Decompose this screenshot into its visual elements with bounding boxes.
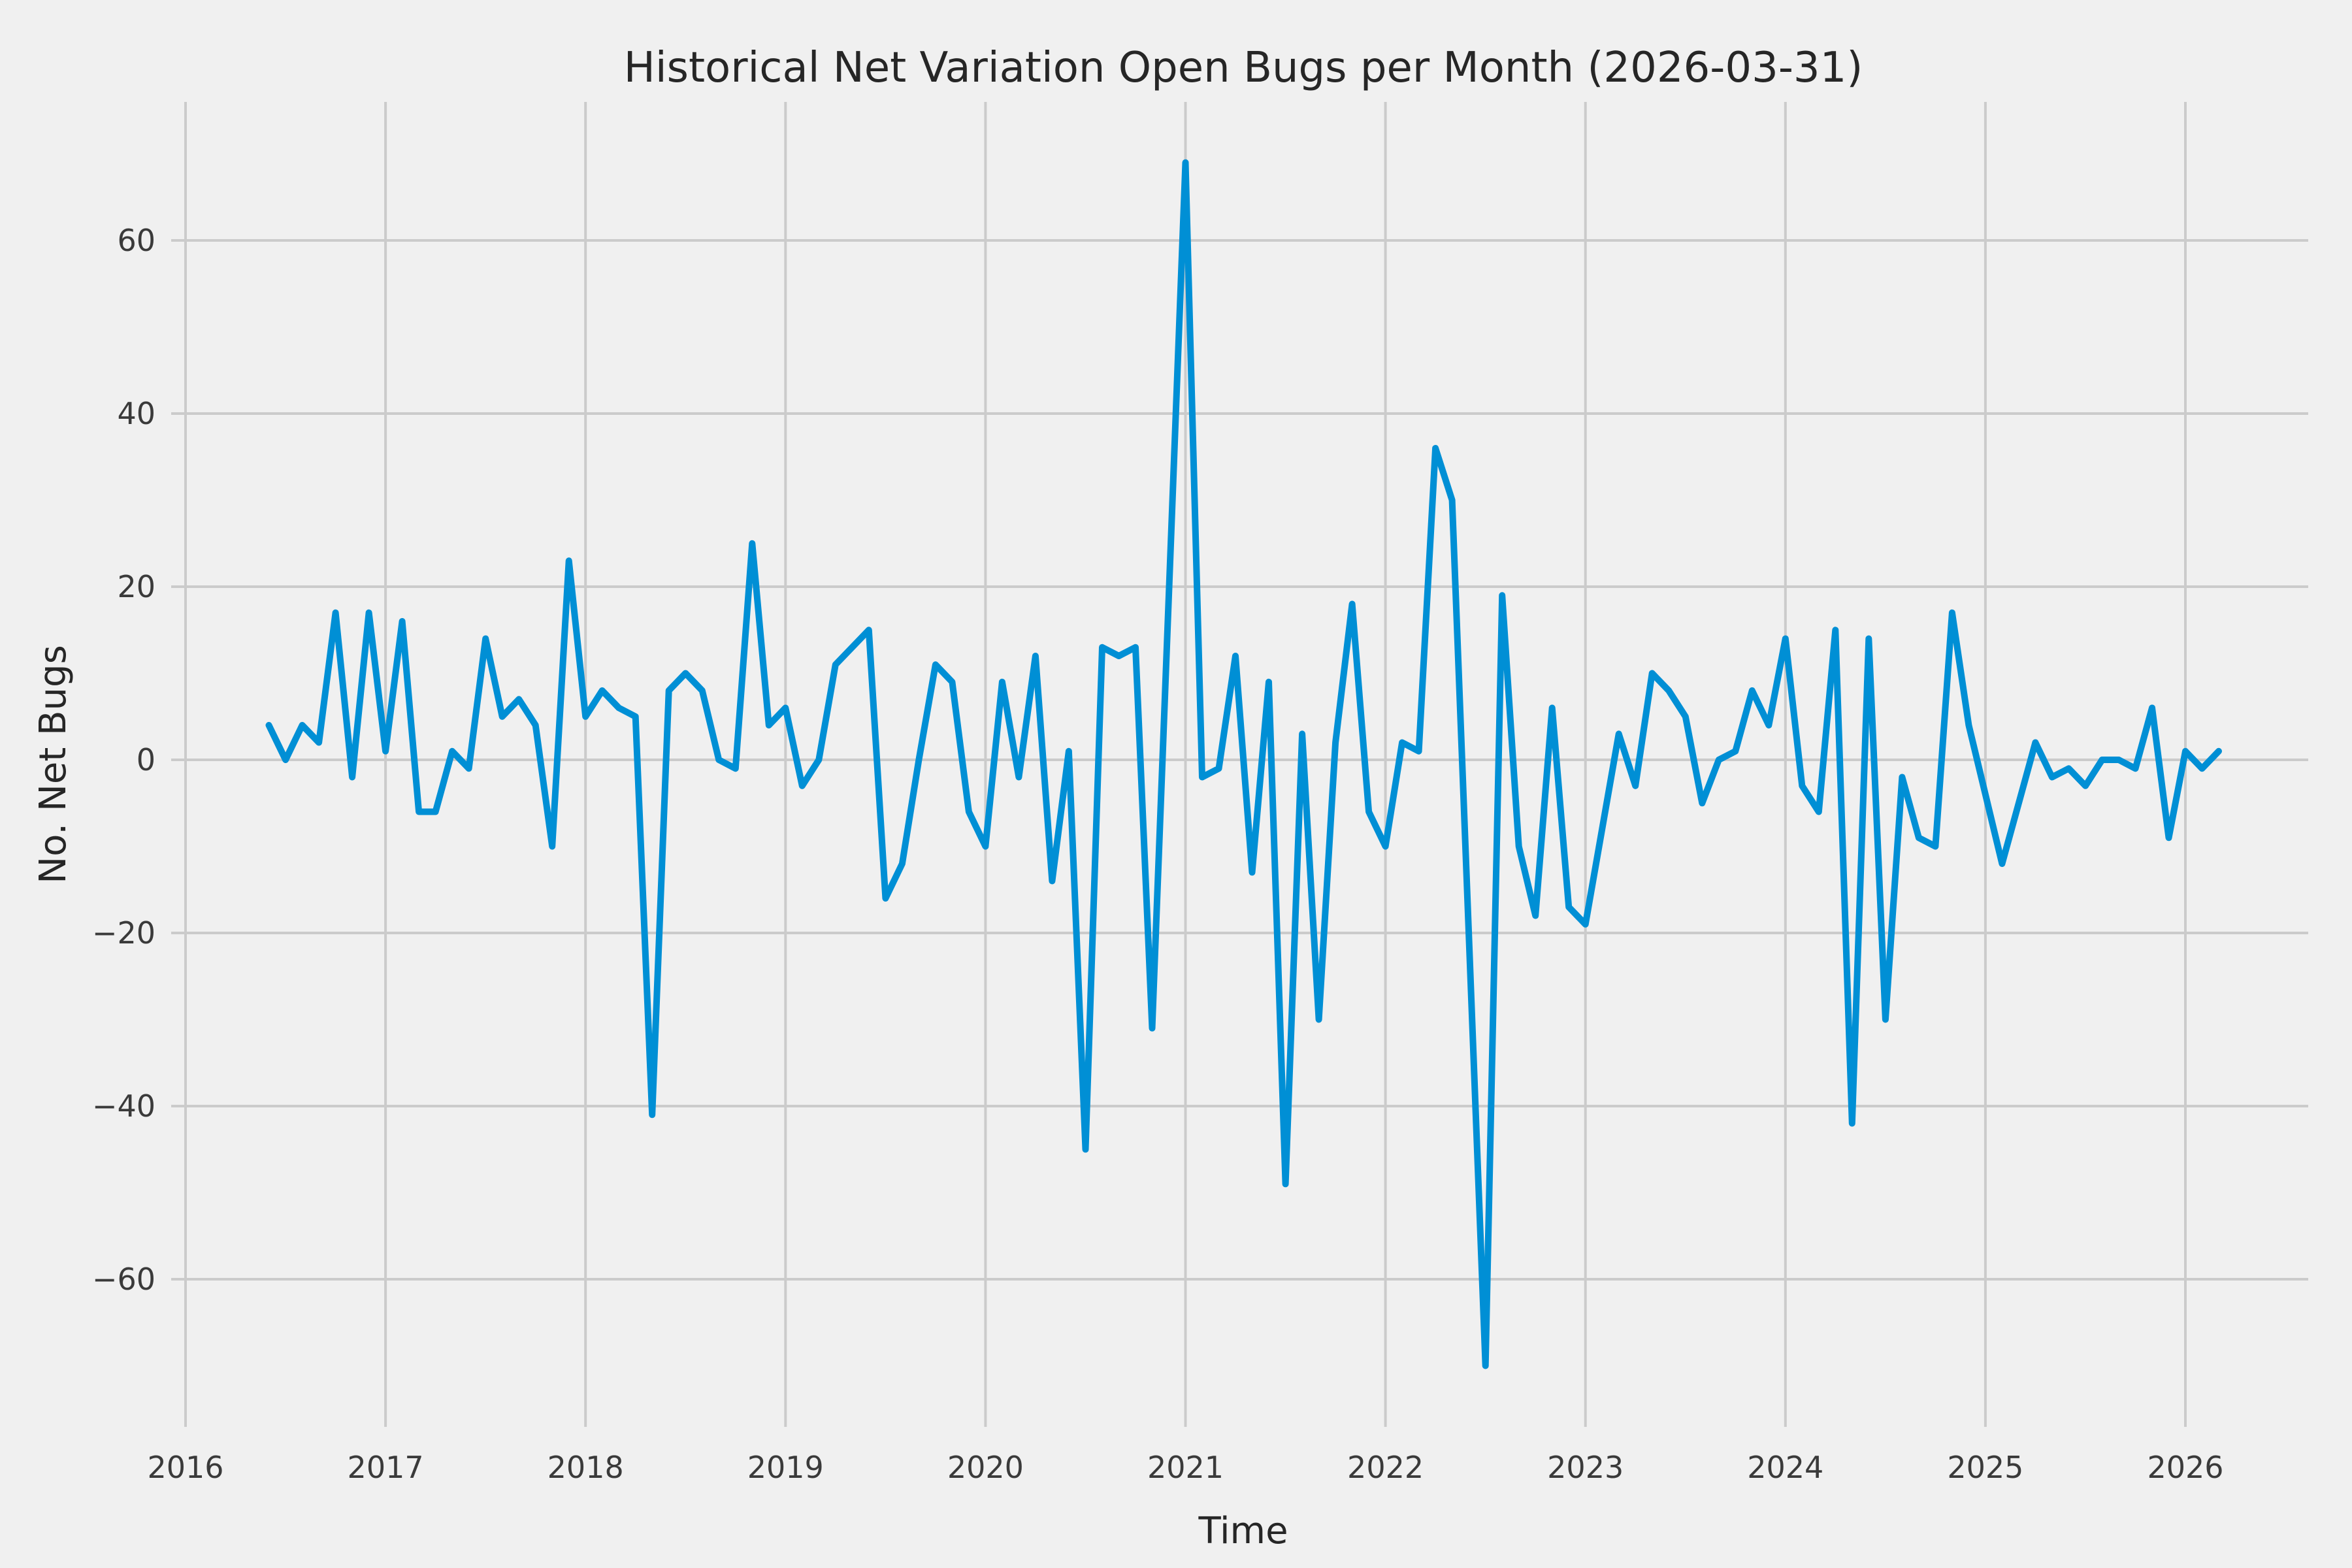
y-tick-20: 20 xyxy=(117,569,155,604)
y-tick-40: 40 xyxy=(117,396,155,431)
y-tick-0: 0 xyxy=(137,742,155,777)
x-tick-2017: 2017 xyxy=(348,1450,424,1485)
y-axis-label: No. Net Bugs xyxy=(32,645,74,884)
y-tick--40: −40 xyxy=(92,1088,155,1124)
x-tick-2026: 2026 xyxy=(2147,1450,2223,1485)
x-tick-2021: 2021 xyxy=(1147,1450,1224,1485)
x-axis-label: Time xyxy=(1198,1510,1288,1552)
chart-title: Historical Net Variation Open Bugs per M… xyxy=(624,44,1863,92)
x-tick-2016: 2016 xyxy=(147,1450,223,1485)
x-tick-2023: 2023 xyxy=(1547,1450,1624,1485)
x-tick-2024: 2024 xyxy=(1747,1450,1823,1485)
x-tick-labels: 2016 2017 2018 2019 2020 2021 2022 2023 2024 2025… xyxy=(147,1450,2223,1485)
x-tick-2018: 2018 xyxy=(547,1450,624,1485)
y-tick--60: −60 xyxy=(92,1262,155,1297)
data-series xyxy=(265,159,2222,1369)
series-line-net-variation-open-bugs xyxy=(265,159,2222,1369)
x-tick-2019: 2019 xyxy=(747,1450,824,1485)
y-tick--20: −20 xyxy=(92,915,155,951)
x-tick-2025: 2025 xyxy=(1947,1450,2023,1485)
x-tick-2020: 2020 xyxy=(947,1450,1024,1485)
y-tick-labels: −60 −40 −20 0 20 40 60 xyxy=(92,223,155,1297)
x-tick-2022: 2022 xyxy=(1347,1450,1424,1485)
y-tick-60: 60 xyxy=(117,223,155,258)
